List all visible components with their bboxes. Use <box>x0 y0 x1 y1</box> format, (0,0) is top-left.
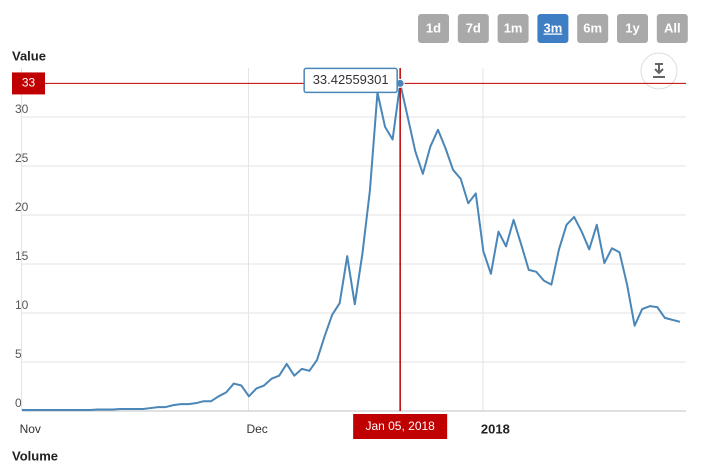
range-button-label[interactable]: 1d <box>426 20 441 35</box>
range-button[interactable]: 6m <box>577 14 609 43</box>
range-button-bg[interactable] <box>418 14 449 43</box>
x-tick-label: 2018 <box>481 421 510 436</box>
range-button-bg[interactable] <box>656 14 688 43</box>
tooltip-value: 33.42559301 <box>313 72 389 87</box>
export-button[interactable] <box>640 52 678 90</box>
x-tick-label: Nov <box>20 422 41 436</box>
range-button-label[interactable]: 1m <box>504 20 523 35</box>
y-tick-label: 0 <box>15 396 22 410</box>
range-button-label[interactable]: 3m <box>544 20 563 35</box>
y-tick-label: 5 <box>15 347 22 361</box>
crosshair-x-label: Jan 05, 2018 <box>365 419 435 433</box>
range-button[interactable]: 7d <box>457 14 489 43</box>
line-series <box>22 82 681 412</box>
range-button[interactable]: 1m <box>497 14 529 43</box>
range-button-label[interactable]: 6m <box>583 20 602 35</box>
range-button[interactable]: All <box>656 14 688 43</box>
tooltip-box <box>303 67 398 94</box>
range-button-label[interactable]: 7d <box>466 20 481 35</box>
range-button-bg[interactable] <box>537 14 569 43</box>
range-button[interactable]: 1y <box>617 14 648 43</box>
crosshair-x-label-bg <box>353 414 448 439</box>
range-button[interactable]: 3m <box>537 14 569 43</box>
range-button-bg[interactable] <box>457 14 489 43</box>
range-button-bg[interactable] <box>497 14 529 43</box>
range-button-bg[interactable] <box>577 14 609 43</box>
range-button-label[interactable]: 1y <box>625 20 640 35</box>
y-axis-title: Value <box>12 48 46 63</box>
crosshair-y-label: 33 <box>22 76 36 90</box>
x-tick-label: Dec <box>246 422 267 436</box>
range-button-label[interactable]: All <box>664 20 681 35</box>
range-button[interactable]: 1d <box>418 14 449 43</box>
range-button-bg[interactable] <box>617 14 648 43</box>
volume-title: Volume <box>12 448 58 463</box>
crosshair-y-label-bg <box>12 72 45 95</box>
download-icon[interactable] <box>653 63 665 78</box>
